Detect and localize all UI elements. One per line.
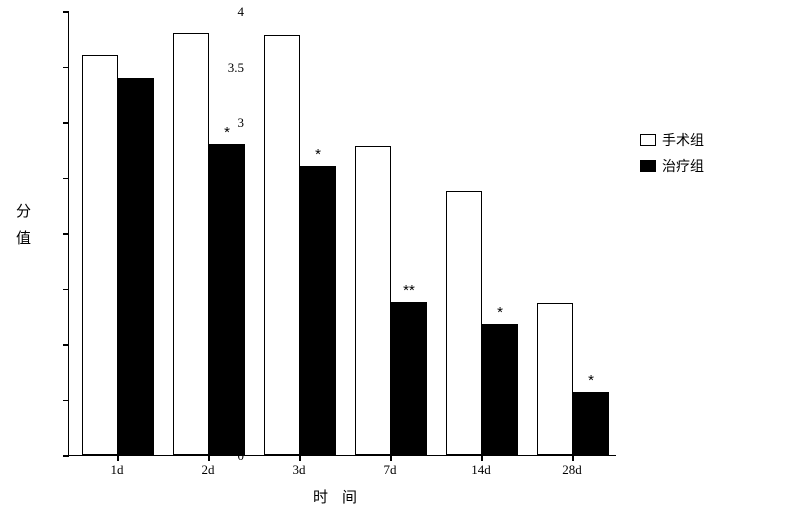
- y-tick-label: 0.5: [204, 393, 244, 409]
- y-tick-label: 3: [204, 115, 244, 131]
- y-tick-label: 3.5: [204, 60, 244, 76]
- y-tick: [63, 455, 69, 457]
- x-tick-label: 28d: [562, 462, 582, 478]
- bar-filled: [300, 166, 336, 455]
- legend-label: 治疗组: [662, 156, 704, 176]
- bar-filled: [482, 324, 518, 455]
- legend-swatch: [640, 160, 656, 172]
- bar-open: [537, 303, 573, 455]
- x-tick: [481, 455, 483, 461]
- y-tick: [63, 289, 69, 291]
- x-tick-label: 2d: [202, 462, 215, 478]
- bar-open: [446, 191, 482, 455]
- x-tick: [117, 455, 119, 461]
- y-tick: [63, 233, 69, 235]
- y-tick: [63, 178, 69, 180]
- significance-marker: *: [315, 146, 321, 163]
- bar-open: [355, 146, 391, 455]
- legend: 手术组治疗组: [640, 130, 704, 182]
- x-axis-title: 时间: [313, 486, 371, 507]
- bar-filled: [118, 78, 154, 455]
- x-tick-label: 1d: [111, 462, 124, 478]
- x-tick-label: 14d: [471, 462, 491, 478]
- x-tick: [390, 455, 392, 461]
- bar-open: [264, 35, 300, 455]
- y-tick-label: 2.5: [204, 171, 244, 187]
- significance-marker: **: [403, 282, 415, 299]
- y-tick-label: 4: [204, 4, 244, 20]
- significance-marker: *: [588, 372, 594, 389]
- legend-item: 治疗组: [640, 156, 704, 176]
- significance-marker: *: [497, 304, 503, 321]
- y-axis-title: 分值: [12, 203, 33, 257]
- y-tick: [63, 122, 69, 124]
- y-tick: [63, 67, 69, 69]
- y-tick-label: 1.5: [204, 282, 244, 298]
- y-tick: [63, 11, 69, 13]
- y-tick-label: 2: [204, 226, 244, 242]
- legend-swatch: [640, 134, 656, 146]
- y-tick: [63, 400, 69, 402]
- bar-open: [82, 55, 118, 455]
- bar-filled: [573, 392, 609, 455]
- plot-area: ******: [68, 12, 616, 456]
- bar-filled: [391, 302, 427, 455]
- x-tick-label: 7d: [384, 462, 397, 478]
- legend-item: 手术组: [640, 130, 704, 150]
- x-tick-label: 3d: [293, 462, 306, 478]
- bar-chart: ****** 分值 时间 手术组治疗组: [0, 0, 800, 516]
- x-tick: [299, 455, 301, 461]
- y-tick: [63, 344, 69, 346]
- y-tick-label: 1: [204, 337, 244, 353]
- x-tick: [572, 455, 574, 461]
- legend-label: 手术组: [662, 130, 704, 150]
